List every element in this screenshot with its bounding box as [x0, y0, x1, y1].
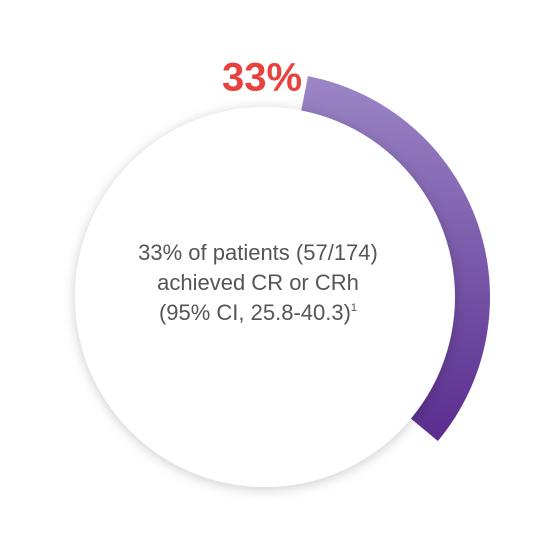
footnote: 1	[351, 302, 357, 314]
caption-line: achieved CR or CRh	[157, 270, 359, 295]
caption-line: (95% CI, 25.8-40.3)1	[159, 300, 357, 325]
percent-label: 33%	[222, 56, 302, 100]
caption-text: (95% CI, 25.8-40.3)	[159, 300, 351, 325]
caption-line: 33% of patients (57/174)	[138, 240, 378, 265]
inner-circle	[75, 107, 455, 487]
